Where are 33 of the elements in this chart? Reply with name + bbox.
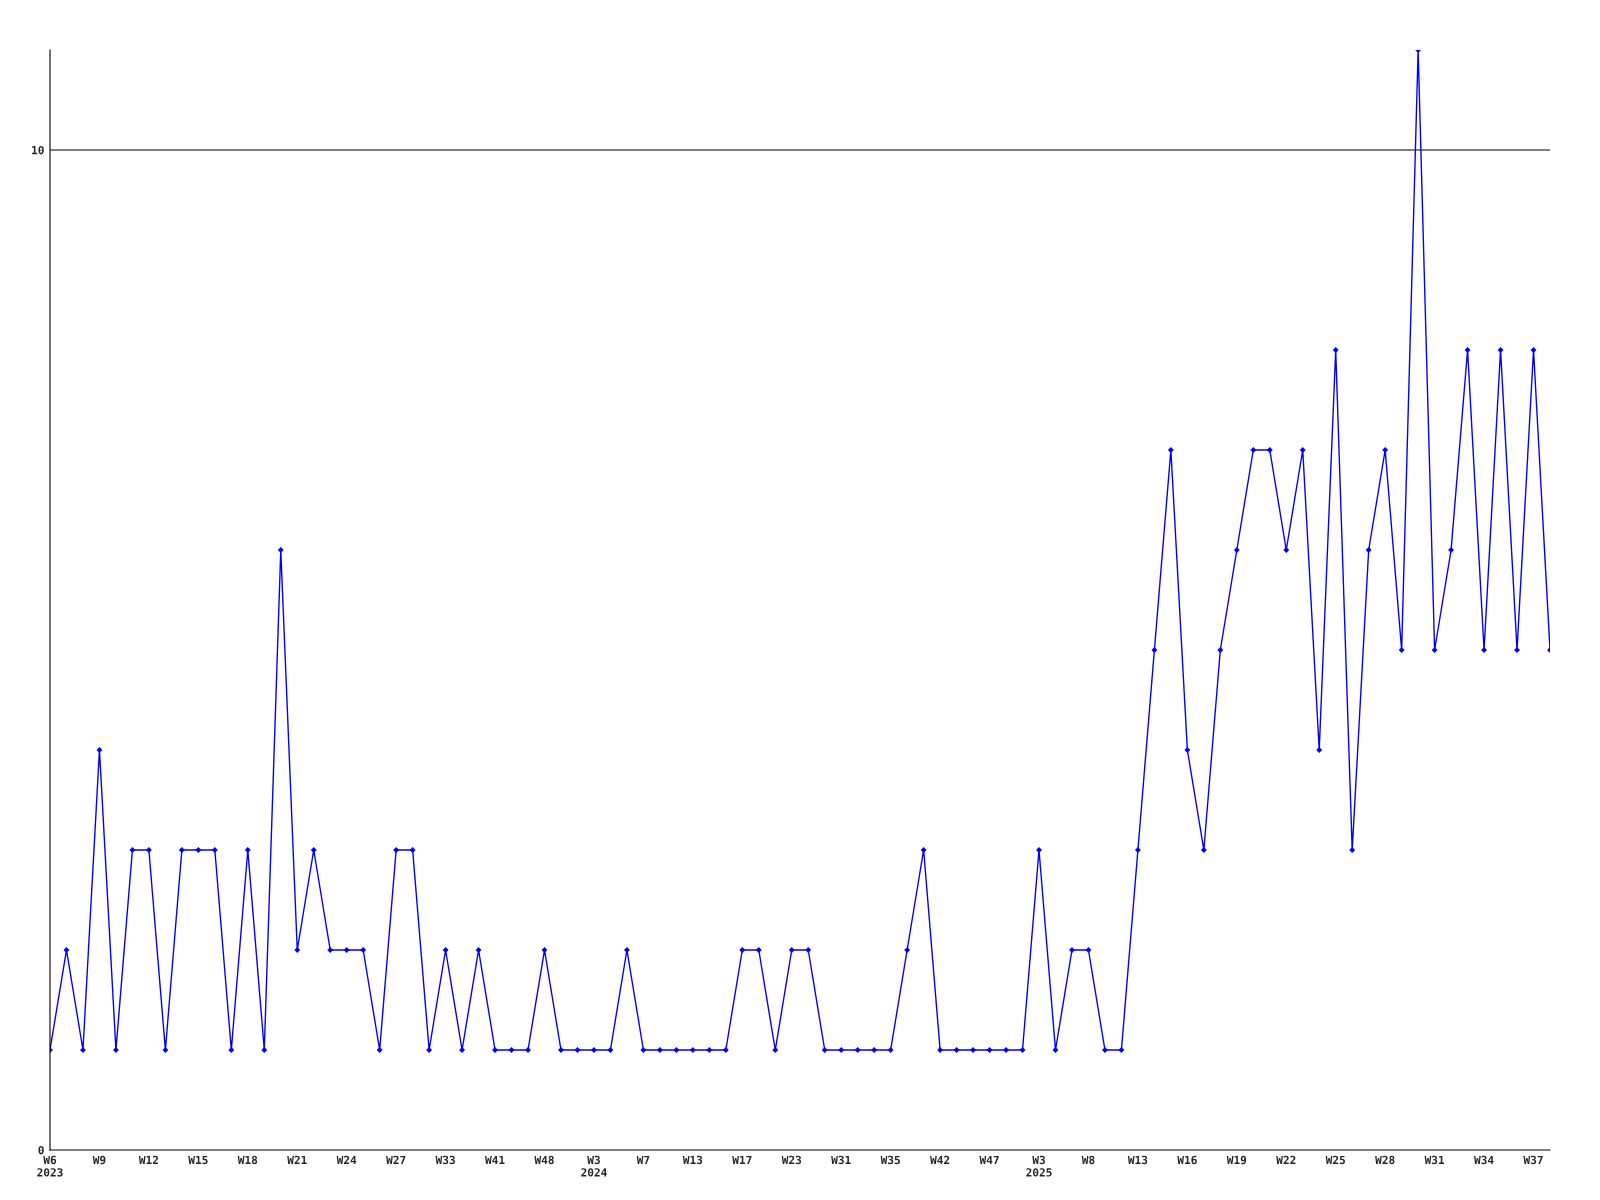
x-tick-label: W15 xyxy=(188,1155,208,1165)
x-tick-label: W6 2023 xyxy=(37,1155,63,1177)
x-tick-label: W12 xyxy=(138,1155,159,1164)
x-tick-label: W3 2024 xyxy=(581,1155,607,1177)
y-tick-label: 0 xyxy=(38,1145,44,1155)
x-tick-label: W3 2025 xyxy=(1026,1155,1052,1177)
x-tick-label: W25 xyxy=(1325,1155,1345,1165)
x-tick-label: W33 xyxy=(435,1155,455,1165)
x-tick-label: W22 xyxy=(1276,1155,1296,1164)
x-tick-label: W47 xyxy=(979,1155,999,1164)
x-tick-label: W37 xyxy=(1523,1155,1543,1165)
x-tick-label: W24 xyxy=(336,1155,357,1164)
x-tick-label: W42 xyxy=(930,1155,950,1164)
x-tick-label: W48 xyxy=(534,1155,554,1165)
x-tick-label: W41 xyxy=(485,1155,505,1164)
x-tick-label: W35 xyxy=(880,1155,900,1165)
x-tick-label: W28 xyxy=(1375,1155,1395,1165)
x-tick-label: W31 xyxy=(1424,1155,1445,1165)
x-tick-label: W21 xyxy=(287,1155,307,1164)
x-tick-label: W17 xyxy=(732,1155,752,1164)
y-tick-label: 10 xyxy=(32,145,44,155)
x-tick-label: W13 xyxy=(682,1155,703,1165)
x-tick-label: W18 xyxy=(237,1155,258,1165)
x-tick-label: W19 xyxy=(1226,1155,1247,1165)
x-tick-label: W23 xyxy=(781,1155,802,1165)
x-tick-label: W16 xyxy=(1177,1155,1197,1165)
x-tick-label: W9 xyxy=(92,1155,106,1165)
x-tick-label: W13 xyxy=(1127,1155,1148,1165)
x-tick-label: W31 xyxy=(831,1155,851,1165)
x-tick-label: W8 xyxy=(1081,1155,1095,1165)
x-tick-label: W7 xyxy=(636,1155,650,1164)
x-tick-label: W34 xyxy=(1474,1155,1494,1165)
x-tick-label: W27 xyxy=(386,1155,406,1164)
